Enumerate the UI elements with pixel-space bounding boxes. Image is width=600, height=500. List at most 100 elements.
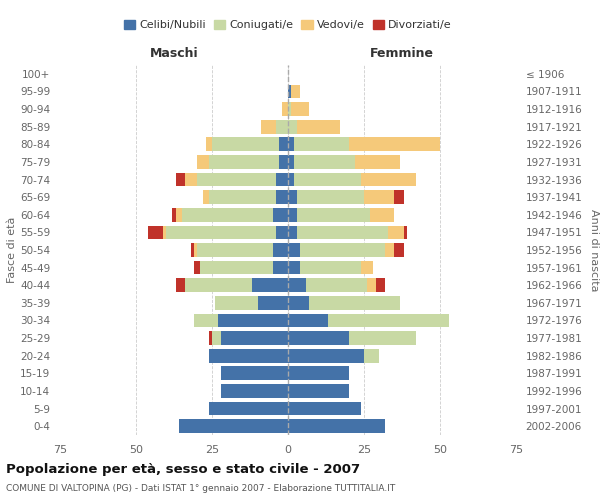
Bar xyxy=(221,331,288,345)
Bar xyxy=(179,420,288,433)
Bar xyxy=(194,243,197,257)
Bar xyxy=(288,349,364,362)
Legend: Celibi/Nubili, Coniugati/e, Vedovi/e, Divorziati/e: Celibi/Nubili, Coniugati/e, Vedovi/e, Di… xyxy=(120,15,456,34)
Bar xyxy=(297,120,340,134)
Bar xyxy=(176,172,185,186)
Bar xyxy=(209,402,288,415)
Bar xyxy=(182,208,273,222)
Bar xyxy=(355,155,400,169)
Bar xyxy=(288,366,349,380)
Bar xyxy=(273,243,288,257)
Bar xyxy=(294,155,355,169)
Text: COMUNE DI VALTOPINA (PG) - Dati ISTAT 1° gennaio 2007 - Elaborazione TUTTITALIA.: COMUNE DI VALTOPINA (PG) - Dati ISTAT 1°… xyxy=(6,484,395,493)
Bar xyxy=(297,208,370,222)
Bar xyxy=(251,278,288,292)
Bar xyxy=(300,260,361,274)
Bar xyxy=(260,120,276,134)
Bar xyxy=(361,172,416,186)
Bar xyxy=(209,190,276,204)
Bar xyxy=(288,384,349,398)
Bar xyxy=(349,138,440,151)
Bar xyxy=(361,260,373,274)
Bar xyxy=(276,120,288,134)
Bar xyxy=(404,226,407,239)
Bar xyxy=(288,208,297,222)
Bar xyxy=(176,278,185,292)
Bar xyxy=(309,296,400,310)
Bar xyxy=(212,138,279,151)
Bar xyxy=(288,402,361,415)
Bar xyxy=(257,296,288,310)
Bar xyxy=(288,278,306,292)
Bar xyxy=(385,243,394,257)
Bar xyxy=(297,226,388,239)
Bar xyxy=(288,226,297,239)
Bar xyxy=(197,172,276,186)
Bar xyxy=(209,349,288,362)
Bar xyxy=(276,226,288,239)
Bar xyxy=(367,278,376,292)
Bar xyxy=(394,190,404,204)
Bar xyxy=(291,102,309,116)
Bar xyxy=(349,331,416,345)
Bar xyxy=(176,208,182,222)
Bar xyxy=(279,138,288,151)
Bar xyxy=(276,190,288,204)
Bar xyxy=(279,155,288,169)
Bar xyxy=(388,226,404,239)
Bar xyxy=(194,314,218,328)
Text: Femmine: Femmine xyxy=(370,46,434,60)
Bar xyxy=(288,102,291,116)
Bar xyxy=(291,84,300,98)
Bar xyxy=(288,314,328,328)
Bar xyxy=(203,190,209,204)
Bar xyxy=(197,155,209,169)
Bar xyxy=(185,172,197,186)
Bar xyxy=(288,84,291,98)
Bar xyxy=(288,420,385,433)
Bar xyxy=(364,349,379,362)
Bar xyxy=(288,138,294,151)
Bar xyxy=(197,243,273,257)
Bar xyxy=(200,260,273,274)
Bar xyxy=(288,331,349,345)
Bar xyxy=(288,296,309,310)
Bar xyxy=(273,260,288,274)
Y-axis label: Anni di nascita: Anni di nascita xyxy=(589,209,599,291)
Bar xyxy=(163,226,166,239)
Bar xyxy=(288,190,297,204)
Bar xyxy=(394,243,404,257)
Bar xyxy=(364,190,394,204)
Bar xyxy=(191,243,194,257)
Bar xyxy=(288,155,294,169)
Bar xyxy=(212,331,221,345)
Bar xyxy=(148,226,163,239)
Text: Popolazione per età, sesso e stato civile - 2007: Popolazione per età, sesso e stato civil… xyxy=(6,462,360,475)
Text: Maschi: Maschi xyxy=(149,46,199,60)
Bar xyxy=(294,172,361,186)
Bar xyxy=(288,260,300,274)
Bar xyxy=(282,102,288,116)
Bar xyxy=(185,278,251,292)
Bar xyxy=(206,138,212,151)
Bar xyxy=(221,366,288,380)
Bar xyxy=(328,314,449,328)
Bar xyxy=(215,296,257,310)
Bar xyxy=(166,226,276,239)
Bar xyxy=(288,243,300,257)
Bar xyxy=(297,190,364,204)
Bar xyxy=(209,331,212,345)
Bar xyxy=(288,172,294,186)
Y-axis label: Fasce di età: Fasce di età xyxy=(7,217,17,283)
Bar xyxy=(172,208,176,222)
Bar xyxy=(300,243,385,257)
Bar xyxy=(221,384,288,398)
Bar xyxy=(288,120,297,134)
Bar xyxy=(273,208,288,222)
Bar xyxy=(218,314,288,328)
Bar xyxy=(370,208,394,222)
Bar xyxy=(276,172,288,186)
Bar xyxy=(306,278,367,292)
Bar xyxy=(376,278,385,292)
Bar xyxy=(194,260,200,274)
